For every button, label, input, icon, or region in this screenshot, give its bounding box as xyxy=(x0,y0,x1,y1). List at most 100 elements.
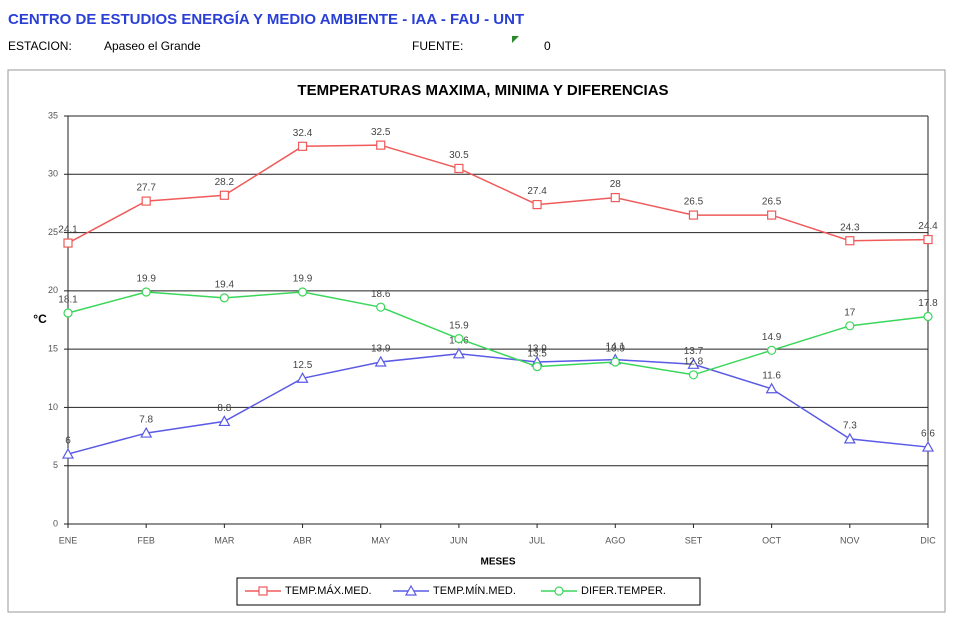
x-tick-label: OCT xyxy=(762,535,782,545)
marker xyxy=(767,345,777,355)
data-label: 12.5 xyxy=(293,360,313,371)
data-label: 19.9 xyxy=(293,274,313,285)
data-label: 18.1 xyxy=(58,295,78,306)
series-line xyxy=(67,144,929,244)
chart-area xyxy=(7,69,946,613)
marker xyxy=(219,190,229,200)
legend: TEMP.MÁX.MED. TEMP.MÍN.MED. DIFER.TEMPER. xyxy=(236,577,701,606)
x-tick-label: AGO xyxy=(605,535,625,545)
marker xyxy=(63,238,73,248)
marker xyxy=(258,586,268,596)
station: Apaseo el Grande xyxy=(104,39,201,53)
y-tick-label: 25 xyxy=(48,227,58,237)
data-label: 14.1 xyxy=(606,341,626,352)
marker xyxy=(297,287,308,297)
marker xyxy=(404,584,418,596)
data-label: 13.9 xyxy=(371,344,391,355)
marker xyxy=(532,362,542,372)
data-label: 27.4 xyxy=(527,186,547,197)
marker xyxy=(374,355,387,367)
y-tick-label: 5 xyxy=(53,460,58,470)
y-tick-label: 0 xyxy=(53,518,58,528)
data-label: 13.5 xyxy=(527,348,547,359)
marker xyxy=(63,308,73,318)
data-label: 28.2 xyxy=(215,177,235,188)
y-tick-label: 30 xyxy=(48,169,58,179)
marker xyxy=(688,370,699,380)
marker xyxy=(454,334,464,344)
source-label: FUENTE: xyxy=(412,39,463,53)
data-label: 32.5 xyxy=(371,127,391,138)
plot: 0 5 10 15 20 25 30 35 ENE FEB MAR ABR MAY JUN JUL AGO SE… xyxy=(48,110,938,545)
series-line xyxy=(67,353,929,455)
x-tick-label: MAY xyxy=(371,535,390,545)
marker xyxy=(376,302,386,312)
data-label: 7.8 xyxy=(139,415,153,426)
data-label: 7.3 xyxy=(843,421,857,432)
marker xyxy=(687,358,700,369)
data-label: 27.7 xyxy=(136,183,156,194)
marker xyxy=(219,293,229,303)
series-line xyxy=(67,291,929,376)
marker xyxy=(845,236,855,246)
marker xyxy=(141,196,151,206)
marker xyxy=(688,210,699,220)
marker xyxy=(921,440,935,452)
marker xyxy=(610,357,620,367)
marker xyxy=(297,141,308,151)
source: 0 xyxy=(544,39,551,53)
chart-title: TEMPERATURAS MAXIMA, MINIMA Y DIFERENCIA… xyxy=(297,82,668,99)
data-label: 19.4 xyxy=(215,279,235,290)
data-label: 6.6 xyxy=(921,429,935,440)
data-label: 26.5 xyxy=(762,197,782,208)
y-tick-label: 20 xyxy=(48,285,58,295)
marker xyxy=(610,193,620,203)
data-label: 15.9 xyxy=(449,320,469,331)
data-label: 11.6 xyxy=(762,370,781,381)
data-label: 26.5 xyxy=(684,197,704,208)
marker xyxy=(218,415,231,427)
data-label: 13.9 xyxy=(527,344,547,355)
data-label: 24.4 xyxy=(918,221,938,232)
cell-marker xyxy=(512,36,519,43)
legend-box xyxy=(236,577,701,606)
data-label: 17.8 xyxy=(918,298,938,309)
marker xyxy=(532,199,542,210)
marker xyxy=(452,347,465,359)
marker xyxy=(454,163,464,174)
y-tick-label: 15 xyxy=(48,344,58,354)
marker xyxy=(376,140,386,150)
station-label: ESTACION: xyxy=(8,39,72,53)
y-tick-label: 10 xyxy=(48,402,58,412)
data-label: 19.9 xyxy=(136,274,156,285)
data-label: 8.8 xyxy=(217,403,231,414)
marker xyxy=(141,287,151,297)
x-tick-label: JUL xyxy=(529,535,545,545)
header-title: CENTRO DE ESTUDIOS ENERGÍA Y MEDIO AMBIE… xyxy=(8,11,524,28)
data-label: 6 xyxy=(65,436,71,447)
legend-label: TEMP.MÁX.MED. xyxy=(285,584,372,597)
marker xyxy=(765,382,778,394)
data-label: 12.8 xyxy=(684,356,704,367)
x-tick-label: MAR xyxy=(214,535,235,545)
data-label: 13.7 xyxy=(684,346,704,357)
marker xyxy=(767,210,777,220)
marker xyxy=(296,372,309,383)
y-axis-label: °C xyxy=(33,312,47,326)
legend-label: DIFER.TEMPER. xyxy=(581,585,666,597)
x-tick-label: NOV xyxy=(840,535,860,545)
legend-label: TEMP.MÍN.MED. xyxy=(433,584,516,597)
x-tick-label: ENE xyxy=(59,535,78,545)
data-label: 14.9 xyxy=(762,332,782,343)
data-label: 24.1 xyxy=(58,225,78,236)
x-tick-label: ABR xyxy=(293,535,312,545)
marker xyxy=(554,586,564,596)
x-tick-label: FEB xyxy=(137,535,155,545)
marker xyxy=(61,447,75,459)
marker xyxy=(843,432,856,444)
marker xyxy=(845,321,855,331)
y-tick-label: 35 xyxy=(48,110,58,120)
data-label: 32.4 xyxy=(293,128,313,139)
